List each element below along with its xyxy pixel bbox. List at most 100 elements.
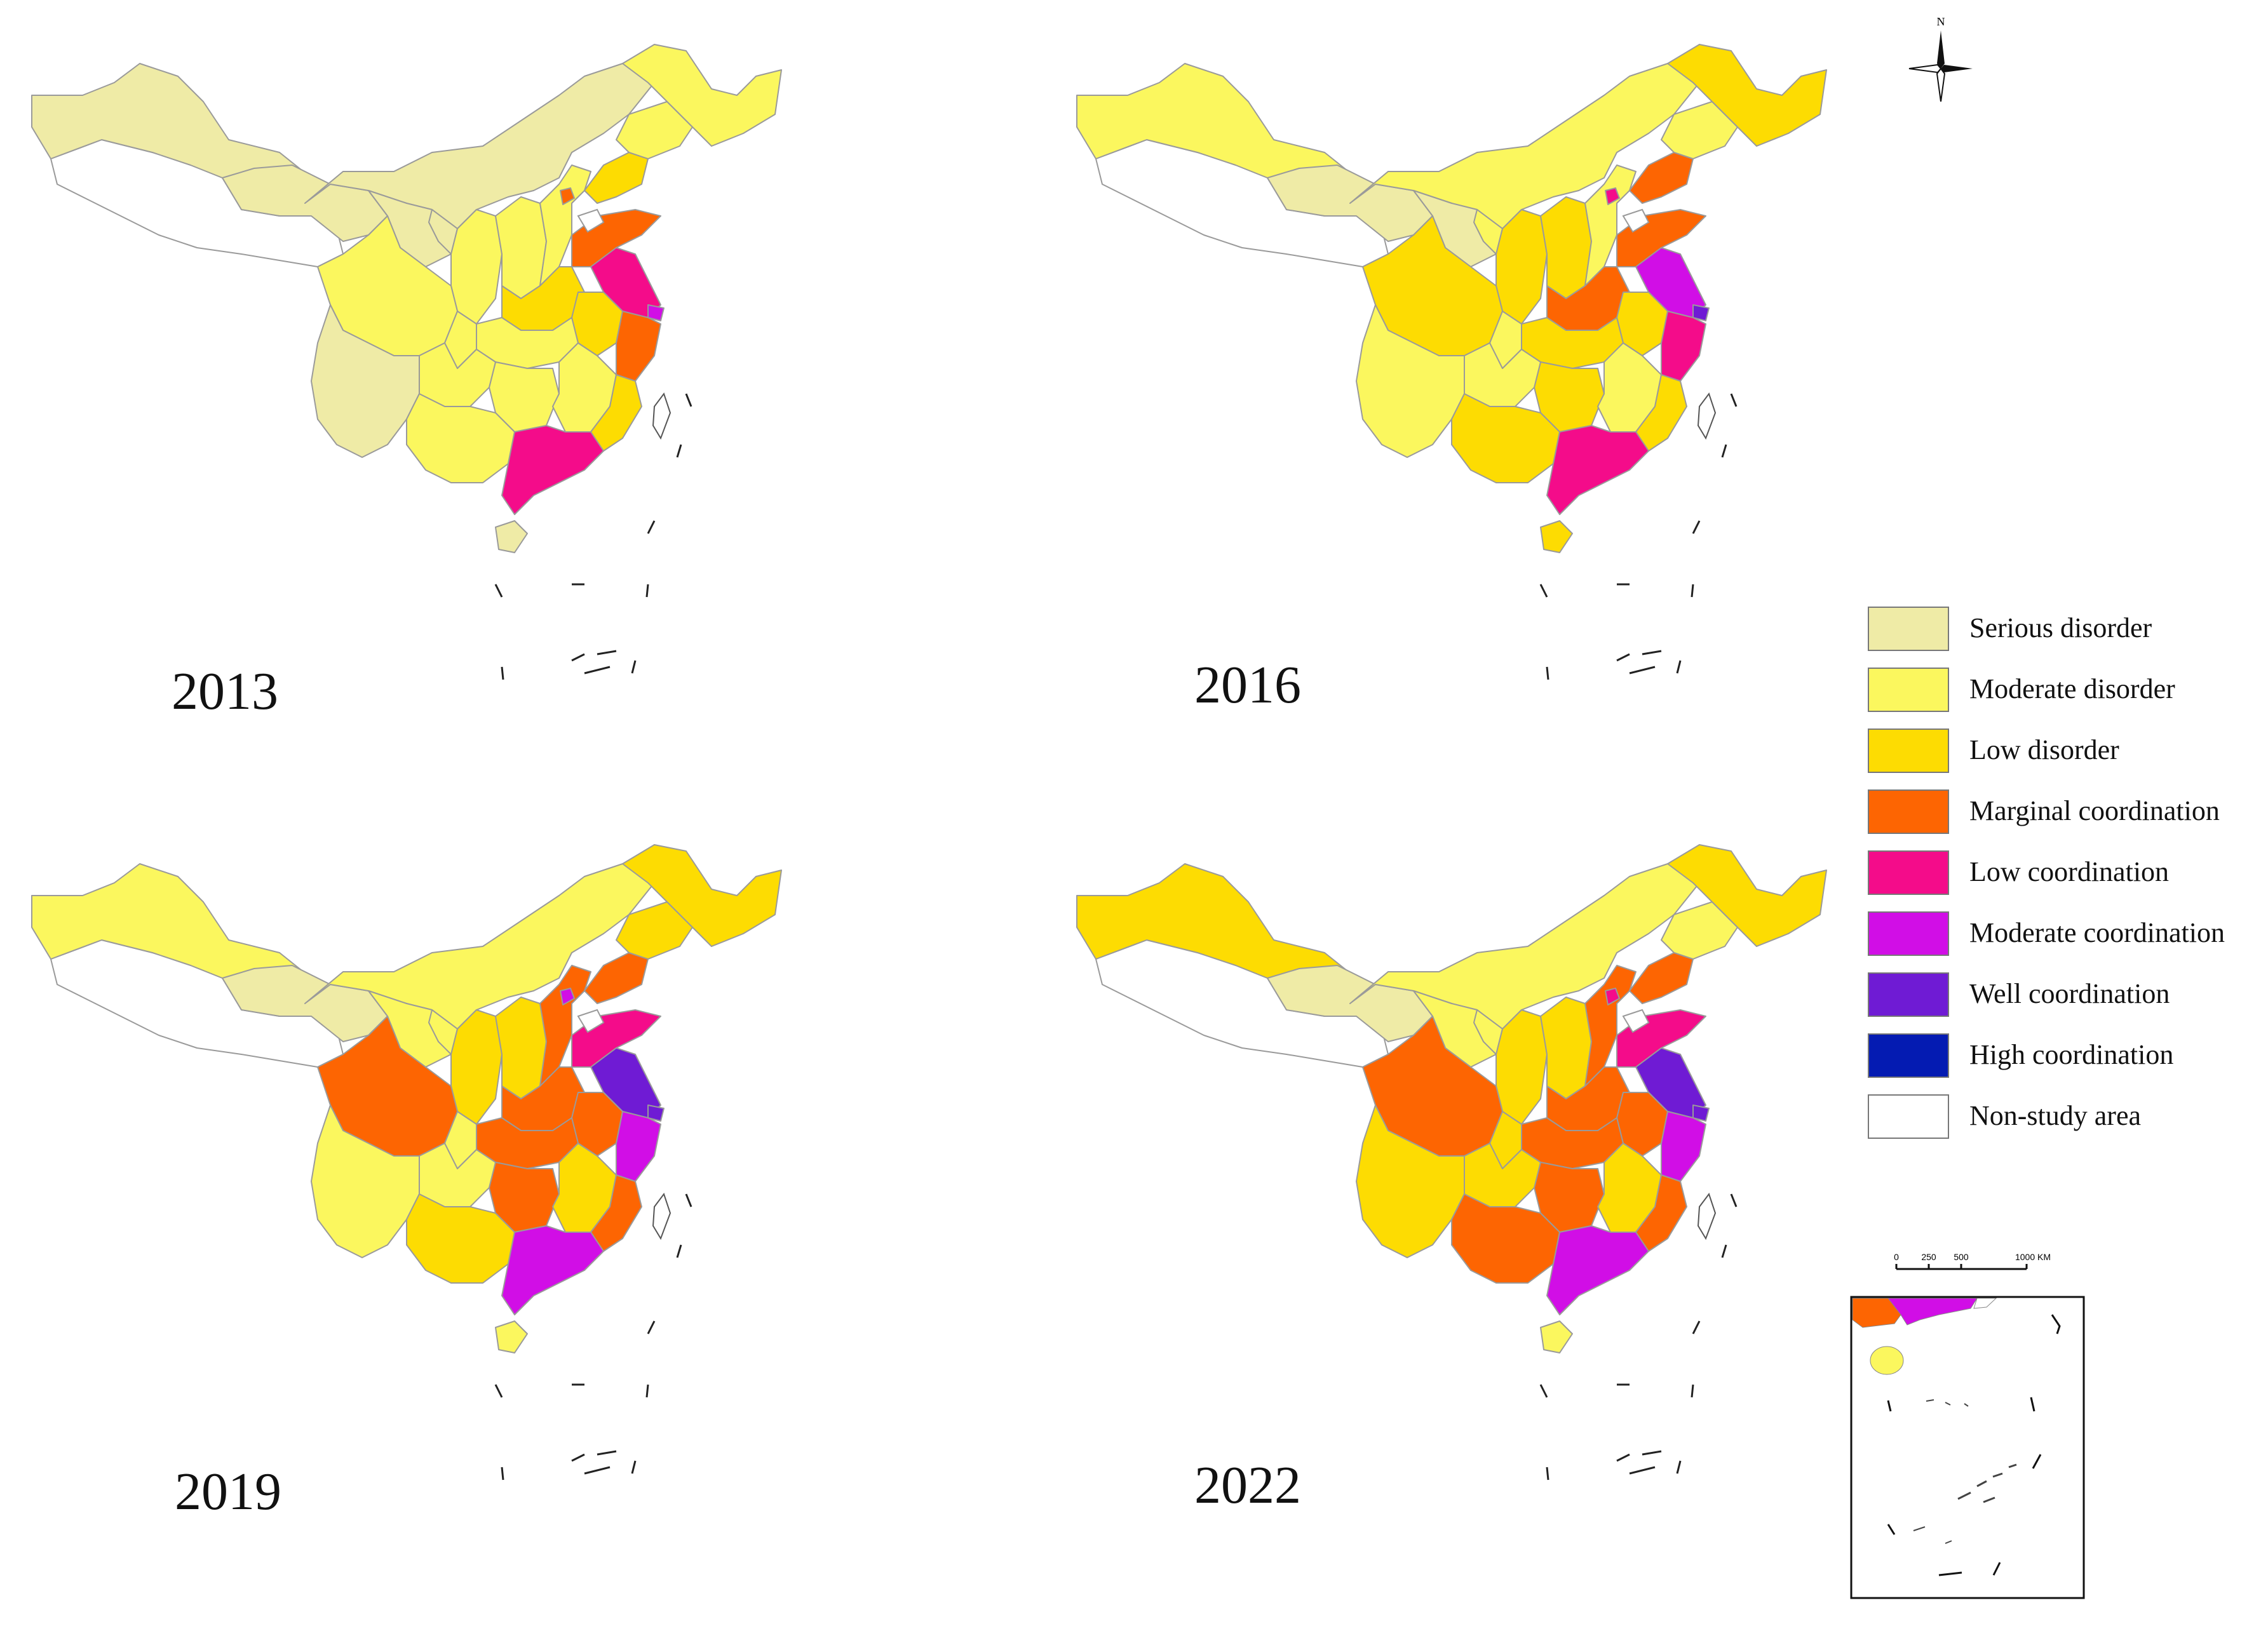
china-map-2019 — [31, 844, 782, 1481]
bohai-sea — [577, 1009, 605, 1033]
region-fujian — [590, 374, 642, 452]
legend-label: Serious disorder — [1969, 612, 2152, 643]
nine-dash-segment-3 — [494, 584, 503, 598]
taiwan-outline — [1697, 1192, 1717, 1240]
region-shaanxi — [1495, 1009, 1548, 1125]
legend-label: Moderate disorder — [1969, 673, 2175, 704]
nine-dash-segment-1 — [676, 444, 682, 458]
region-zhejiang — [1661, 311, 1706, 382]
south-china-sea-inset — [1850, 1245, 2086, 1601]
nine-dash-segment-6 — [631, 1460, 637, 1474]
region-shanghai — [647, 304, 665, 321]
china-map-2016 — [1076, 44, 1827, 680]
scale-bar: 0 250 500 1000 KM — [1893, 1251, 2077, 1277]
nine-dash-segment-4 — [1691, 584, 1694, 598]
legend-label: Well coordination — [1969, 978, 2170, 1009]
region-guangdong — [1546, 1225, 1649, 1315]
legend-swatch — [1868, 972, 1949, 1017]
region-liaoning — [1629, 952, 1694, 1004]
region-hainan — [1540, 520, 1573, 553]
nine-dash-segment-8 — [571, 653, 585, 662]
region-shanghai — [1692, 1105, 1710, 1122]
nine-dash-segment-3 — [1539, 1384, 1548, 1398]
region-heilongjiang — [1667, 844, 1827, 947]
region-yunnan — [311, 1105, 420, 1258]
nine-dash-segment-3 — [494, 1384, 503, 1398]
region-beijing — [560, 187, 575, 205]
region-yunnan — [311, 304, 420, 458]
nine-dash-segment-1 — [1721, 444, 1727, 458]
china-map-2022 — [1076, 844, 1827, 1481]
legend-label: Low coordination — [1969, 856, 2170, 887]
region-shanxi — [1540, 196, 1592, 299]
region-zhejiang — [616, 311, 661, 382]
region-hebei — [539, 965, 591, 1087]
nine-dash-segment-9 — [584, 650, 617, 675]
legend-swatch — [1868, 668, 1949, 712]
bohai-sea — [577, 208, 605, 233]
year-label-2016: 2016 — [1194, 655, 1301, 715]
map-panel-2019 — [13, 826, 807, 1645]
map-panel-2022 — [1058, 826, 1852, 1645]
nine-dash-segment-0 — [1730, 393, 1738, 407]
region-ningxia — [428, 209, 458, 255]
north-arrow: N — [1900, 13, 1982, 102]
map-panel-2013 — [13, 25, 807, 845]
nine-dash-segment-4 — [645, 584, 649, 598]
region-shanxi — [1540, 997, 1592, 1099]
region-shanghai — [647, 1105, 665, 1122]
legend-swatch — [1868, 729, 1949, 773]
nine-dash-segment-8 — [1616, 1453, 1630, 1462]
scale-tick-500: 500 — [1954, 1252, 1969, 1262]
scale-tick-250: 250 — [1921, 1252, 1936, 1262]
legend-label: Marginal coordination — [1969, 795, 2220, 826]
region-hebei — [1584, 165, 1637, 286]
legend-swatch — [1868, 1094, 1949, 1139]
region-liaoning — [584, 952, 649, 1004]
map-panel-2016 — [1058, 25, 1852, 845]
region-heilongjiang — [622, 844, 782, 947]
year-label-2013: 2013 — [172, 662, 278, 721]
region-fujian — [590, 1174, 642, 1252]
region-fujian — [1635, 374, 1687, 452]
scale-tick-1000: 1000 KM — [2015, 1252, 2051, 1262]
region-hainan — [495, 520, 528, 553]
region-liaoning — [1629, 152, 1694, 204]
nine-dash-segment-9 — [584, 1450, 617, 1475]
region-beijing — [1605, 187, 1620, 205]
nine-dash-segment-2 — [1692, 1320, 1701, 1334]
nine-dash-segment-1 — [1721, 1244, 1727, 1258]
legend-swatch — [1868, 911, 1949, 956]
region-zhejiang — [1661, 1111, 1706, 1182]
nine-dash-segment-9 — [1629, 650, 1662, 675]
region-hainan — [495, 1320, 528, 1353]
nine-dash-segment-3 — [1539, 584, 1548, 598]
region-hainan — [1540, 1320, 1573, 1353]
nine-dash-segment-5 — [1546, 1467, 1549, 1481]
region-guangdong — [1546, 425, 1649, 515]
region-guangdong — [501, 1225, 604, 1315]
nine-dash-segment-2 — [647, 520, 656, 534]
taiwan-outline — [652, 1192, 672, 1240]
nine-dash-segment-9 — [1629, 1450, 1662, 1475]
legend-swatch — [1868, 1033, 1949, 1078]
region-ningxia — [1473, 209, 1503, 255]
region-shaanxi — [1495, 209, 1548, 325]
nine-dash-segment-6 — [1676, 660, 1682, 674]
year-label-2022: 2022 — [1194, 1456, 1301, 1515]
nine-dash-segment-2 — [647, 1320, 656, 1334]
bohai-sea — [1622, 1009, 1650, 1033]
region-guangxi — [1451, 393, 1560, 483]
legend-label: Low disorder — [1969, 734, 2119, 765]
year-label-2019: 2019 — [175, 1462, 281, 1521]
taiwan-outline — [652, 392, 672, 440]
region-guangxi — [406, 1193, 515, 1284]
nine-dash-segment-4 — [1691, 1384, 1694, 1398]
region-beijing — [560, 988, 575, 1005]
region-fujian — [1635, 1174, 1687, 1252]
taiwan-outline — [1697, 392, 1717, 440]
region-shanghai — [1692, 304, 1710, 321]
legend-swatch — [1868, 789, 1949, 834]
bohai-sea — [1622, 208, 1650, 233]
